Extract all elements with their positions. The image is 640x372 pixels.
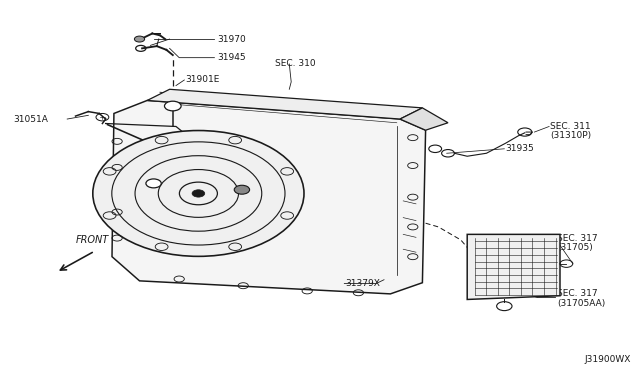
Polygon shape xyxy=(467,234,560,299)
Circle shape xyxy=(164,101,181,111)
Circle shape xyxy=(146,179,161,188)
Text: (31705): (31705) xyxy=(557,243,593,252)
Text: J31900WX: J31900WX xyxy=(584,355,630,364)
Text: FRONT: FRONT xyxy=(76,235,109,245)
Polygon shape xyxy=(400,108,448,130)
Circle shape xyxy=(234,185,250,194)
Text: SEC. 310: SEC. 310 xyxy=(275,59,316,68)
Text: 31943E: 31943E xyxy=(518,276,553,285)
Text: SEC. 317: SEC. 317 xyxy=(557,234,597,243)
Text: (31705AA): (31705AA) xyxy=(557,299,605,308)
Text: SEC. 311: SEC. 311 xyxy=(550,122,591,131)
Text: 31921: 31921 xyxy=(161,211,190,220)
Text: 31379X: 31379X xyxy=(346,279,380,288)
Text: SEC. 317: SEC. 317 xyxy=(557,289,597,298)
Polygon shape xyxy=(112,100,426,294)
Text: 00832-52500: 00832-52500 xyxy=(211,165,267,174)
Text: PIN: PIN xyxy=(211,175,225,184)
Text: 31379X: 31379X xyxy=(211,185,246,193)
Text: 31970: 31970 xyxy=(218,35,246,44)
Polygon shape xyxy=(147,89,422,119)
Text: 31935: 31935 xyxy=(506,144,534,153)
Text: 31924: 31924 xyxy=(99,196,128,205)
Ellipse shape xyxy=(93,131,304,256)
Text: 31945: 31945 xyxy=(218,53,246,62)
Text: (31310P): (31310P) xyxy=(550,131,591,140)
Text: 31051A: 31051A xyxy=(13,115,47,124)
Text: 31901E: 31901E xyxy=(186,76,220,84)
Circle shape xyxy=(134,36,145,42)
Circle shape xyxy=(192,190,205,197)
